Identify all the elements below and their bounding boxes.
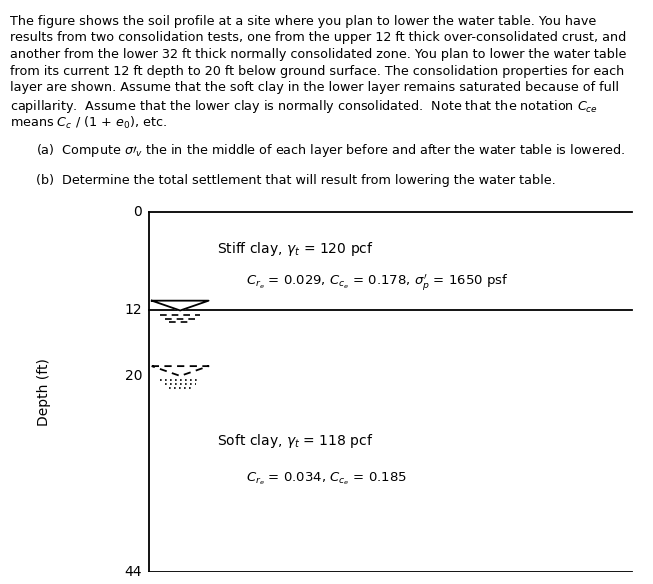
Text: Soft clay, $\gamma_t$ = 118 pcf: Soft clay, $\gamma_t$ = 118 pcf [217, 432, 374, 450]
Text: layer are shown. Assume that the soft clay in the lower layer remains saturated : layer are shown. Assume that the soft cl… [10, 81, 619, 94]
Polygon shape [151, 366, 208, 376]
Polygon shape [151, 301, 208, 311]
Text: The figure shows the soil profile at a site where you plan to lower the water ta: The figure shows the soil profile at a s… [10, 15, 596, 27]
Text: means $C_c$ / (1 + $e_0$), etc.: means $C_c$ / (1 + $e_0$), etc. [10, 114, 167, 131]
Text: $C_{r_e}$ = 0.029, $C_{c_e}$ = 0.178, $\sigma^{\prime}_p$ = 1650 psf: $C_{r_e}$ = 0.029, $C_{c_e}$ = 0.178, $\… [246, 272, 508, 292]
Text: 44: 44 [125, 565, 142, 579]
Text: from its current 12 ft depth to 20 ft below ground surface. The consolidation pr: from its current 12 ft depth to 20 ft be… [10, 65, 624, 78]
Text: another from the lower 32 ft thick normally consolidated zone. You plan to lower: another from the lower 32 ft thick norma… [10, 48, 626, 61]
Text: results from two consolidation tests, one from the upper 12 ft thick over-consol: results from two consolidation tests, on… [10, 32, 626, 44]
Text: (b)  Determine the total settlement that will result from lowering the water tab: (b) Determine the total settlement that … [36, 174, 556, 187]
Text: (a)  Compute $\sigma\prime_v$ the in the middle of each layer before and after t: (a) Compute $\sigma\prime_v$ the in the … [36, 142, 625, 159]
Text: 20: 20 [125, 369, 142, 383]
Text: 12: 12 [125, 304, 142, 318]
Text: Stiff clay, $\gamma_t$ = 120 pcf: Stiff clay, $\gamma_t$ = 120 pcf [217, 240, 374, 258]
Text: $C_{r_e}$ = 0.034, $C_{c_e}$ = 0.185: $C_{r_e}$ = 0.034, $C_{c_e}$ = 0.185 [246, 470, 406, 486]
Text: 0: 0 [133, 206, 142, 220]
Text: capillarity.  Assume that the lower clay is normally consolidated.  Note that th: capillarity. Assume that the lower clay … [10, 98, 597, 115]
Text: Depth (ft): Depth (ft) [37, 359, 51, 426]
